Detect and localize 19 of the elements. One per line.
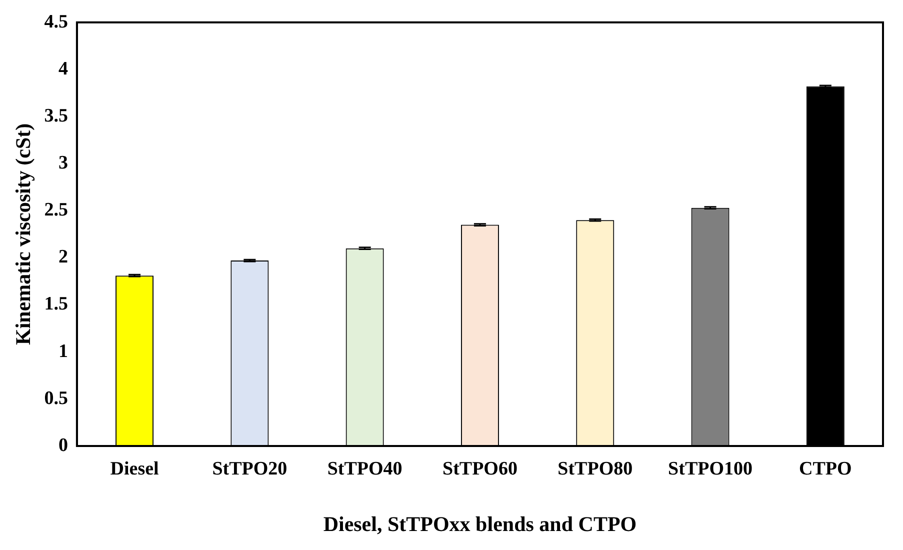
y-tick-label: 3.5 <box>44 105 68 126</box>
y-tick-label: 0 <box>58 434 68 456</box>
y-tick-label: 4 <box>58 58 68 80</box>
x-tick-label: CTPO <box>799 458 852 480</box>
y-tick-label: 1.5 <box>44 294 68 315</box>
x-tick-label: StTPO40 <box>327 458 402 480</box>
y-tick-label: 3 <box>58 152 68 174</box>
y-tick-label: 2.5 <box>44 200 68 221</box>
y-tick-label: 2 <box>58 246 68 268</box>
y-tick-label: 4.5 <box>44 11 68 32</box>
x-axis-title: Diesel, StTPOxx blends and CTPO <box>323 512 637 536</box>
y-tick-label: 1 <box>58 340 68 362</box>
x-tick-label: StTPO100 <box>668 458 752 480</box>
x-tick-label: StTPO20 <box>212 458 288 480</box>
x-tick-label: Diesel <box>110 458 159 480</box>
y-tick-label: 0.5 <box>44 388 68 409</box>
x-tick-label: StTPO80 <box>558 458 633 480</box>
y-axis-title: Kinematic viscosity (cSt) <box>11 123 36 346</box>
x-tick-label: StTPO60 <box>442 458 518 480</box>
